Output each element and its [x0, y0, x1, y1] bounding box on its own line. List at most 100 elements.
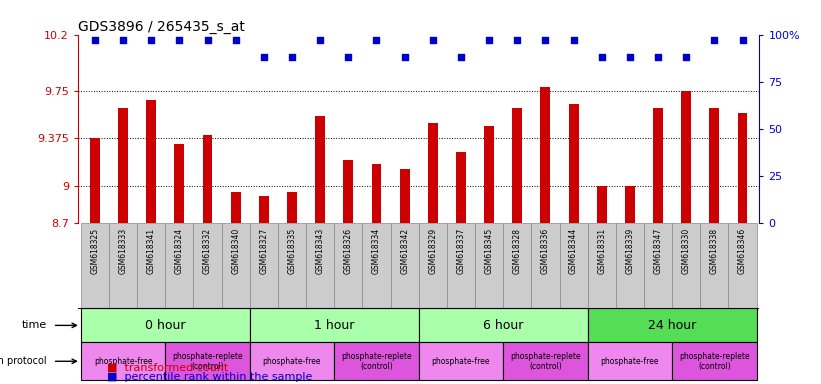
Bar — [80, 343, 165, 380]
Point — [623, 54, 636, 60]
Text: GSM618343: GSM618343 — [315, 228, 324, 274]
Bar — [681, 91, 691, 223]
Bar — [475, 223, 503, 308]
Bar — [588, 343, 672, 380]
Bar — [428, 123, 438, 223]
Text: growth protocol: growth protocol — [0, 356, 47, 366]
Bar — [278, 223, 306, 308]
Bar — [588, 223, 616, 308]
Point — [89, 37, 102, 43]
Point — [398, 54, 411, 60]
Bar — [512, 108, 522, 223]
Text: ■  percentile rank within the sample: ■ percentile rank within the sample — [107, 372, 312, 382]
Text: GSM618335: GSM618335 — [287, 228, 296, 274]
Point — [652, 54, 665, 60]
Text: GSM618328: GSM618328 — [513, 228, 522, 274]
Bar — [625, 185, 635, 223]
Bar — [419, 308, 588, 343]
Bar — [222, 223, 250, 308]
Bar — [672, 223, 700, 308]
Bar — [334, 343, 419, 380]
Point — [454, 54, 467, 60]
Text: GSM618329: GSM618329 — [429, 228, 438, 274]
Bar — [456, 152, 466, 223]
Bar — [503, 343, 588, 380]
Text: GSM618337: GSM618337 — [456, 228, 466, 274]
Text: ■  transformed count: ■ transformed count — [107, 362, 228, 372]
Text: phosphate-free: phosphate-free — [94, 357, 153, 366]
Text: time: time — [22, 320, 47, 330]
Point — [172, 37, 186, 43]
Bar — [109, 223, 137, 308]
Text: phosphate-free: phosphate-free — [263, 357, 321, 366]
Text: GSM618346: GSM618346 — [738, 228, 747, 274]
Bar — [372, 164, 382, 223]
Bar — [334, 223, 362, 308]
Text: phosphate-free: phosphate-free — [432, 357, 490, 366]
Bar — [259, 196, 268, 223]
Bar — [90, 138, 100, 223]
Text: GSM618334: GSM618334 — [372, 228, 381, 274]
Text: GSM618331: GSM618331 — [597, 228, 606, 274]
Point — [426, 37, 439, 43]
Text: GSM618347: GSM618347 — [654, 228, 663, 274]
Point — [201, 37, 214, 43]
Bar — [540, 88, 550, 223]
Bar — [194, 223, 222, 308]
Point — [286, 54, 299, 60]
Bar — [419, 343, 503, 380]
Bar — [362, 223, 391, 308]
Bar — [231, 192, 241, 223]
Bar — [118, 108, 128, 223]
Bar — [709, 108, 719, 223]
Bar — [165, 343, 250, 380]
Text: GSM618327: GSM618327 — [259, 228, 268, 274]
Point — [257, 54, 270, 60]
Text: GSM618338: GSM618338 — [710, 228, 719, 274]
Bar — [616, 223, 644, 308]
Bar — [137, 223, 165, 308]
Bar — [165, 223, 194, 308]
Bar — [343, 161, 353, 223]
Text: phosphate-replete
(control): phosphate-replete (control) — [510, 352, 580, 371]
Text: 6 hour: 6 hour — [483, 319, 523, 332]
Text: GSM618340: GSM618340 — [232, 228, 241, 274]
Point — [595, 54, 608, 60]
Text: GSM618344: GSM618344 — [569, 228, 578, 274]
Text: GDS3896 / 265435_s_at: GDS3896 / 265435_s_at — [78, 20, 245, 33]
Point — [511, 37, 524, 43]
Point — [736, 37, 749, 43]
Bar — [146, 100, 156, 223]
Bar — [174, 144, 184, 223]
Bar — [80, 308, 250, 343]
Bar — [700, 223, 728, 308]
Bar — [559, 223, 588, 308]
Bar — [503, 223, 531, 308]
Bar — [391, 223, 419, 308]
Bar — [400, 169, 410, 223]
Bar — [315, 116, 325, 223]
Point — [680, 54, 693, 60]
Point — [117, 37, 130, 43]
Text: 0 hour: 0 hour — [145, 319, 186, 332]
Bar — [250, 343, 334, 380]
Bar — [728, 223, 757, 308]
Bar — [484, 126, 494, 223]
Bar — [306, 223, 334, 308]
Point — [342, 54, 355, 60]
Bar — [737, 113, 747, 223]
Text: GSM618324: GSM618324 — [175, 228, 184, 274]
Bar — [203, 135, 213, 223]
Bar — [672, 343, 757, 380]
Text: GSM618330: GSM618330 — [681, 228, 690, 274]
Text: GSM618339: GSM618339 — [626, 228, 635, 274]
Text: 24 hour: 24 hour — [648, 319, 696, 332]
Bar — [531, 223, 559, 308]
Text: phosphate-replete
(control): phosphate-replete (control) — [679, 352, 750, 371]
Point — [567, 37, 580, 43]
Point — [144, 37, 158, 43]
Text: GSM618336: GSM618336 — [541, 228, 550, 274]
Text: GSM618332: GSM618332 — [203, 228, 212, 274]
Text: phosphate-replete
(control): phosphate-replete (control) — [172, 352, 243, 371]
Text: GSM618325: GSM618325 — [90, 228, 99, 274]
